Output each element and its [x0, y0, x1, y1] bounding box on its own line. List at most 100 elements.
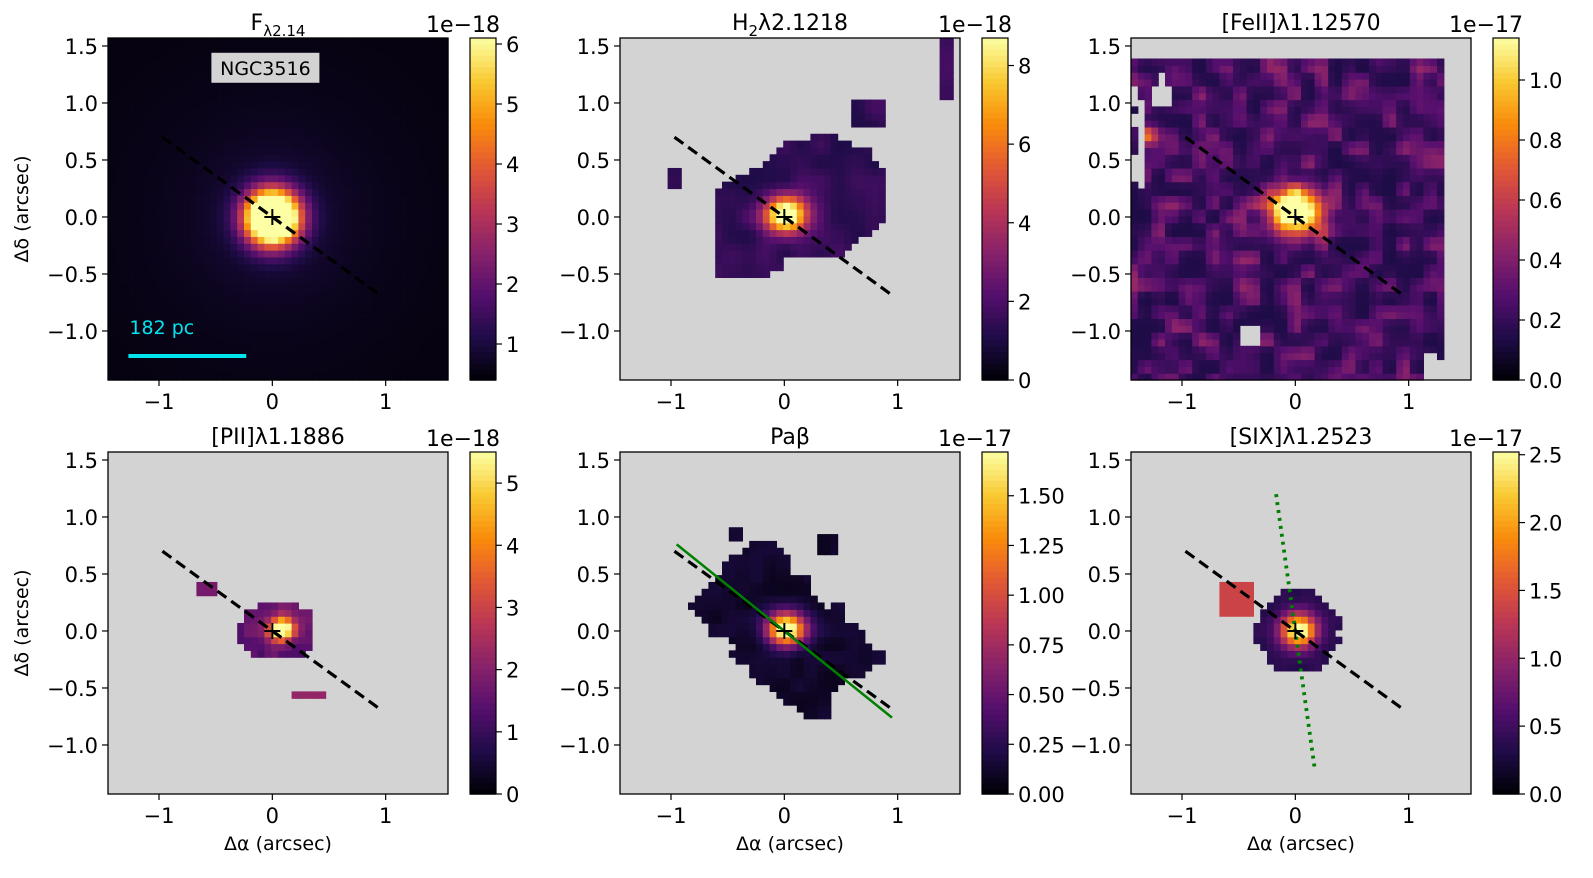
pixel: [1185, 92, 1193, 101]
colorbar-segment: [982, 83, 1008, 90]
pixel: [1212, 113, 1220, 121]
pixel: [1178, 147, 1186, 155]
pixel: [162, 236, 170, 244]
pixel: [332, 133, 340, 142]
pixel: [373, 113, 381, 121]
colorbar-segment: [982, 243, 1008, 250]
pixel: [305, 113, 313, 121]
pixel: [1273, 222, 1282, 231]
pixel: [1369, 188, 1377, 196]
pixel: [244, 106, 252, 114]
pixel: [1375, 106, 1384, 114]
pixel: [810, 181, 818, 190]
pixel: [434, 345, 442, 354]
pixel: [230, 202, 238, 210]
pixel: [1335, 65, 1343, 73]
pixel: [305, 263, 313, 272]
pixel: [291, 325, 299, 333]
pixel: [223, 202, 231, 210]
pixel: [434, 284, 442, 292]
pixel: [715, 202, 723, 210]
pixel: [176, 154, 184, 162]
pixel: [114, 291, 123, 299]
pixel: [244, 154, 252, 162]
pixel: [939, 58, 947, 66]
pixel: [1294, 325, 1302, 333]
pixel: [407, 79, 415, 87]
pixel: [196, 120, 204, 128]
pixel: [128, 366, 136, 374]
pixel: [237, 304, 245, 313]
pixel: [216, 250, 225, 258]
pixel: [1321, 181, 1329, 190]
pixel: [359, 215, 367, 224]
pixel: [1178, 195, 1186, 203]
pixel: [1341, 345, 1350, 354]
pixel: [182, 345, 191, 354]
pixel: [1178, 243, 1186, 251]
pixel: [810, 215, 818, 224]
pixel: [1294, 65, 1302, 73]
pixel: [1396, 79, 1404, 87]
pixel: [142, 243, 150, 251]
pixel: [1212, 222, 1220, 231]
pixel: [312, 126, 320, 135]
pixel: [318, 92, 327, 101]
pixel: [762, 209, 771, 217]
pixel: [722, 250, 730, 258]
pixel: [305, 195, 313, 203]
pixel: [1226, 58, 1234, 66]
pixel: [339, 44, 347, 53]
pixel: [1151, 79, 1159, 87]
pixel: [346, 236, 354, 244]
colorbar-segment: [982, 226, 1008, 233]
pixel: [1253, 250, 1261, 258]
pixel: [769, 202, 777, 210]
colorbar-segment: [470, 112, 496, 119]
colorbar-segment: [982, 66, 1008, 73]
pixel: [1382, 338, 1390, 347]
pixel: [1212, 140, 1220, 149]
pixel: [1137, 332, 1146, 340]
pixel: [339, 243, 347, 251]
pixel: [1375, 79, 1384, 87]
pixel: [1253, 243, 1261, 251]
pixel: [155, 85, 163, 94]
pixel: [312, 325, 320, 333]
pixel: [237, 99, 245, 107]
colorbar-segment: [982, 77, 1008, 85]
pixel: [776, 147, 784, 155]
pixel: [1335, 291, 1343, 299]
pixel: [1212, 311, 1220, 320]
pixel: [1396, 243, 1404, 251]
pixel: [830, 147, 839, 155]
pixel: [1171, 277, 1180, 285]
pixel: [776, 222, 784, 231]
pixel: [1178, 297, 1186, 306]
pixel: [434, 58, 442, 66]
pixel: [318, 243, 327, 251]
pixel: [858, 113, 866, 121]
pixel: [1239, 297, 1248, 306]
pixel: [407, 167, 415, 176]
pixel: [1348, 373, 1356, 381]
pixel: [121, 332, 129, 340]
pixel: [325, 284, 333, 292]
pixel: [216, 236, 225, 244]
pixel: [386, 38, 395, 46]
pixel: [420, 85, 429, 94]
pixel: [121, 352, 129, 361]
pixel: [298, 92, 306, 101]
pixel: [837, 161, 845, 169]
pixel: [1158, 202, 1166, 210]
pixel: [1165, 311, 1173, 320]
pixel: [162, 113, 170, 121]
pixel: [278, 304, 286, 313]
pixel: [1131, 332, 1139, 340]
pixel: [1137, 291, 1146, 299]
pixel: [427, 174, 435, 183]
pixel: [1389, 277, 1397, 285]
pixel: [128, 359, 136, 367]
pixel: [1178, 79, 1186, 87]
pixel: [250, 318, 259, 326]
